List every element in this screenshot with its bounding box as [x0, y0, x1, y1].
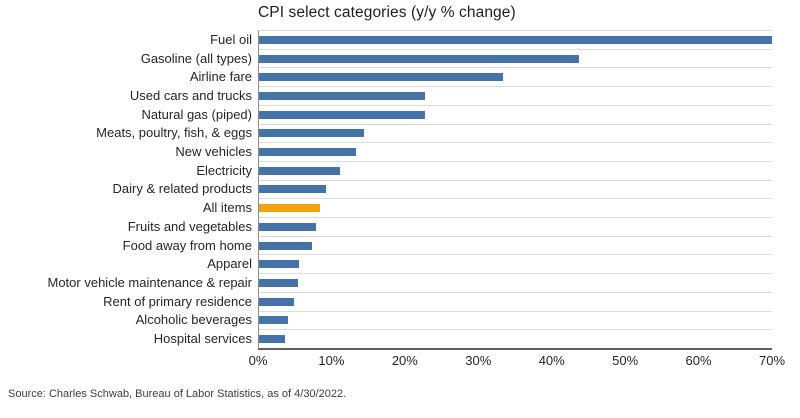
- bar-row: [259, 31, 772, 50]
- bar: [259, 129, 364, 138]
- category-label: Meats, poultry, fish, & eggs: [96, 125, 252, 141]
- bar-row: [259, 274, 772, 293]
- bar-row: [259, 255, 772, 275]
- x-tick-label: 50%: [612, 353, 639, 368]
- bar: [259, 185, 326, 194]
- x-axis-ticks: 0% 10% 20% 30% 40% 50% 60% 70%: [249, 353, 785, 369]
- bar: [259, 260, 299, 269]
- category-label: Alcoholic beverages: [135, 312, 252, 328]
- category-label: Natural gas (piped): [141, 106, 252, 122]
- bar: [259, 166, 340, 175]
- bar-row: [259, 237, 772, 256]
- bar-row: [259, 181, 772, 200]
- x-tick-label: 70%: [758, 353, 786, 368]
- category-labels: Fuel oil Gasoline (all types) Airline fare…: [0, 30, 253, 348]
- plot-area: [258, 30, 772, 350]
- category-label: Fuel oil: [210, 31, 252, 47]
- source-note: Source: Charles Schwab, Bureau of Labor …: [8, 388, 347, 400]
- bar-row: [259, 87, 772, 106]
- bar-row: [259, 330, 772, 348]
- x-tick-label: 30%: [465, 353, 492, 368]
- category-label: Apparel: [207, 256, 252, 272]
- bar-row: [259, 143, 772, 162]
- bar-highlight: [259, 204, 320, 213]
- category-label: Used cars and trucks: [129, 87, 252, 103]
- bar-row: [259, 199, 772, 219]
- bar-row: [259, 106, 772, 125]
- bar-row: [259, 68, 772, 88]
- bar-row: [259, 312, 772, 331]
- bar: [259, 222, 317, 231]
- bar-row: [259, 293, 772, 312]
- bar: [259, 91, 426, 100]
- category-label: Gasoline (all types): [140, 50, 252, 66]
- category-label: Electricity: [196, 162, 252, 178]
- x-tick-label: 20%: [391, 353, 418, 368]
- category-label: All items: [202, 200, 252, 216]
- category-label: Airline fare: [189, 69, 252, 85]
- bar-row: [259, 162, 772, 181]
- category-label: Food away from home: [122, 237, 252, 253]
- bar: [259, 297, 295, 306]
- bar: [259, 54, 579, 63]
- category-label: Hospital services: [153, 331, 252, 347]
- x-tick-label: 40%: [538, 353, 565, 368]
- bar: [259, 335, 286, 344]
- chart-title: CPI select categories (y/y % change): [258, 4, 516, 21]
- bar-row: [259, 218, 772, 237]
- bar: [259, 241, 312, 250]
- x-tick-label: 10%: [318, 353, 345, 368]
- bar: [259, 278, 298, 287]
- category-label: Dairy & related products: [112, 181, 252, 197]
- category-label: New vehicles: [175, 144, 252, 160]
- bar: [259, 148, 356, 157]
- category-label: Fruits and vegetables: [127, 218, 252, 234]
- bar: [259, 316, 289, 325]
- bar: [259, 35, 772, 44]
- bar: [259, 110, 426, 119]
- category-label: Motor vehicle maintenance & repair: [47, 274, 253, 290]
- bar-row: [259, 50, 772, 69]
- bar: [259, 73, 504, 82]
- category-label: Rent of primary residence: [103, 293, 252, 309]
- x-tick-label: 0%: [248, 353, 268, 368]
- bar-row: [259, 125, 772, 144]
- x-tick-label: 60%: [685, 353, 712, 368]
